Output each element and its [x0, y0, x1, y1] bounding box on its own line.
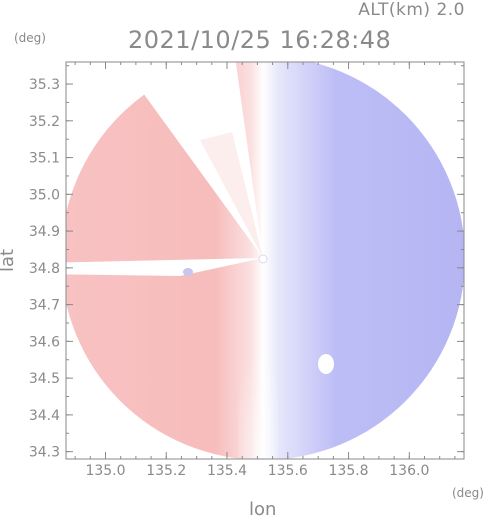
- radar-site-marker: [258, 254, 268, 264]
- y-axis-ticks: 34.3 34.4 34.5 34.6 34.7 34.8 34.9 35.0 35.1 35.2…: [29, 65, 464, 461]
- x-axis-ticks: 135.0 135.2 135.4 135.6 135.8 136.0: [74, 62, 456, 479]
- south-white-band: [238, 300, 278, 459]
- y-tick-label: 34.7: [29, 298, 60, 314]
- chart-title: 2021/10/25 16:28:48: [128, 26, 392, 54]
- y-tick-label: 35.1: [29, 151, 60, 167]
- y-tick-label: 34.9: [29, 224, 60, 240]
- x-tick-label: 135.8: [329, 463, 369, 479]
- northwest-clear-sector: [120, 62, 263, 258]
- y-tick-label: 35.0: [29, 187, 60, 203]
- west-blocked-sector: [66, 258, 263, 276]
- x-tick-label: 135.2: [146, 463, 186, 479]
- altitude-label: ALT(km) 2.0: [358, 0, 465, 20]
- echo-gap-west: [183, 268, 193, 276]
- y-tick-label: 34.6: [29, 334, 60, 350]
- x-tick-label: 135.0: [85, 463, 125, 479]
- x-tick-label: 135.4: [207, 463, 247, 479]
- y-axis-unit: (deg): [14, 31, 46, 45]
- echo-gap-southeast: [318, 354, 334, 374]
- plot-frame: [65, 61, 465, 460]
- x-tick-label: 136.0: [389, 463, 429, 479]
- x-axis-unit: (deg): [452, 486, 484, 500]
- x-axis-label: lon: [249, 499, 277, 520]
- y-tick-label: 34.4: [29, 408, 60, 424]
- radar-field: [66, 62, 464, 459]
- y-tick-label: 34.3: [29, 445, 60, 461]
- y-tick-label: 35.2: [29, 114, 60, 130]
- northwest-inner-wedge: [200, 132, 263, 258]
- x-tick-label: 135.6: [268, 463, 308, 479]
- y-tick-label: 34.5: [29, 371, 60, 387]
- y-tick-label: 35.3: [29, 77, 60, 93]
- y-tick-label: 34.8: [29, 261, 60, 277]
